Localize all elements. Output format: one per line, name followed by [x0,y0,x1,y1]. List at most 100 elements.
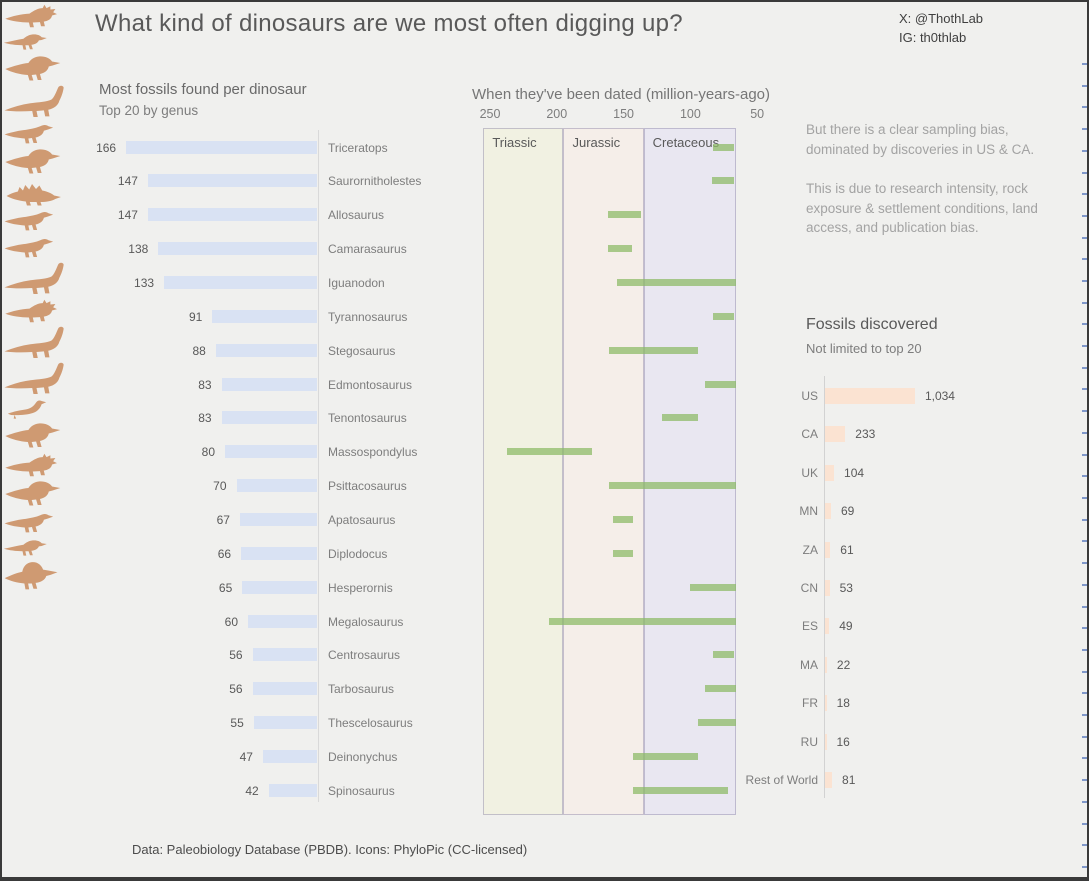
social-handles: X: @ThothLab IG: th0thlab [899,9,983,47]
genus-label: Hesperornis [328,580,393,595]
fossil-bar [262,750,317,764]
country-value-label: 81 [842,773,856,787]
fossil-count-label: 60 [224,614,238,629]
fossil-chart-axis-line [318,130,319,802]
genus-label: Saurornitholestes [328,174,422,189]
country-chart-subtitle: Not limited to top 20 [806,341,922,356]
social-x-handle: X: @ThothLab [899,11,984,26]
row-edge-tick [1082,258,1087,260]
date-range-bar [713,651,735,659]
spinosaur-dinosaur-icon [2,560,66,592]
stegosaur-dinosaur-icon [2,177,70,207]
period-label: Jurassic [572,135,621,150]
country-bar [825,503,831,520]
fossil-count-label: 55 [230,716,244,731]
theropod-dinosaur-icon [2,479,68,509]
genus-label: Megalosaurus [328,614,404,629]
date-range-bar [548,617,736,625]
sampling-bias-note: But there is a clear sampling bias, domi… [806,120,1068,258]
fossil-bar [268,783,317,797]
ceratopsian-dinosaur-icon [2,297,68,325]
genus-label: Triceratops [328,140,388,155]
fossil-count-label: 147 [117,174,138,189]
fossil-count-label: 166 [96,140,117,155]
date-range-bar [507,448,592,456]
sauropod-dinosaur-icon [2,325,76,361]
country-label: MA [800,657,818,672]
row-edge-tick [1082,280,1087,282]
genus-label: Diplodocus [328,546,388,561]
row-edge-tick [1082,540,1087,542]
row-edge-tick [1082,454,1087,456]
fossil-bar [252,648,317,662]
country-chart-title: Fossils discovered [806,316,938,333]
fossil-count-label: 70 [213,479,227,494]
country-label: CA [801,427,818,442]
fossil-count-label: 66 [217,546,232,561]
genus-label: Stegosaurus [328,343,396,358]
country-value-label: 1,034 [924,389,955,403]
genus-label: Massospondylus [328,445,418,460]
row-edge-tick [1082,106,1087,108]
sauropod-dinosaur-icon [2,84,76,120]
row-edge-tick [1082,63,1087,65]
row-edge-tick [1082,562,1087,564]
country-bar [825,541,831,558]
period-label: Triassic [492,135,537,150]
theropod-dinosaur-icon [2,147,68,177]
genus-label: Iguanodon [328,275,385,290]
fossil-count-label: 83 [198,411,212,426]
row-edge-tick [1082,779,1087,781]
row-edge-tick [1082,432,1087,434]
fossil-count-label: 133 [134,275,155,290]
row-edge-tick [1082,671,1087,673]
row-edge-tick [1082,519,1087,521]
period-band-triassic: Triassic [483,128,564,815]
country-value-label: 18 [836,696,850,711]
country-bar [825,695,827,712]
country-value-label: 233 [855,427,876,442]
row-edge-tick [1082,237,1087,239]
genus-label: Edmontosaurus [328,377,413,392]
fossil-bar [241,546,317,560]
social-ig-handle: IG: th0thlab [899,30,967,45]
genus-label: Tyrannosaurus [328,309,408,324]
period-band-cretaceous: Cretaceous [643,128,736,815]
country-value-label: 16 [836,734,850,749]
date-range-bar [705,380,736,388]
fossil-bar-chart: 166 Triceratops 147 Saurornitholestes 147 All… [2,2,1087,798]
country-value-label: 22 [836,657,851,672]
theropod-dinosaur-icon [2,421,68,451]
genus-label: Apatosaurus [328,513,396,527]
fossil-bar [221,411,317,425]
date-range-bar [612,549,633,557]
row-edge-tick [1082,410,1087,412]
date-range-bar [607,245,632,253]
row-edge-tick [1082,823,1087,825]
country-bar [825,618,830,635]
row-edge-tick [1082,128,1087,130]
row-edge-tick [1082,345,1087,347]
country-label: FR [802,696,818,711]
period-band-jurassic: Jurassic [563,128,644,815]
genus-label: Tenontosaurus [328,411,407,426]
country-value-label: 61 [840,542,854,557]
date-range-bar [616,278,736,286]
country-value-label: 104 [844,465,865,480]
date-range-bar [632,786,728,794]
fossil-chart-subtitle: Top 20 by genus [99,103,199,118]
row-edge-tick [1082,801,1087,803]
timeline-axis-tick: 50 [750,107,765,121]
country-label: ES [801,619,818,634]
fossil-count-label: 91 [188,309,203,324]
timeline-axis-tick: 250 [479,107,501,121]
ornithopod-dinosaur-icon [2,207,64,234]
bias-paragraph-1: But there is a clear sampling bias, domi… [806,122,1035,157]
ornithopod-dinosaur-icon [2,120,64,147]
raptor-dinosaur-icon [2,30,58,54]
timeline-axis-tick: 200 [546,107,568,121]
row-edge-tick [1082,323,1087,325]
country-value-label: 49 [839,619,853,634]
row-edge-tick [1082,714,1087,716]
